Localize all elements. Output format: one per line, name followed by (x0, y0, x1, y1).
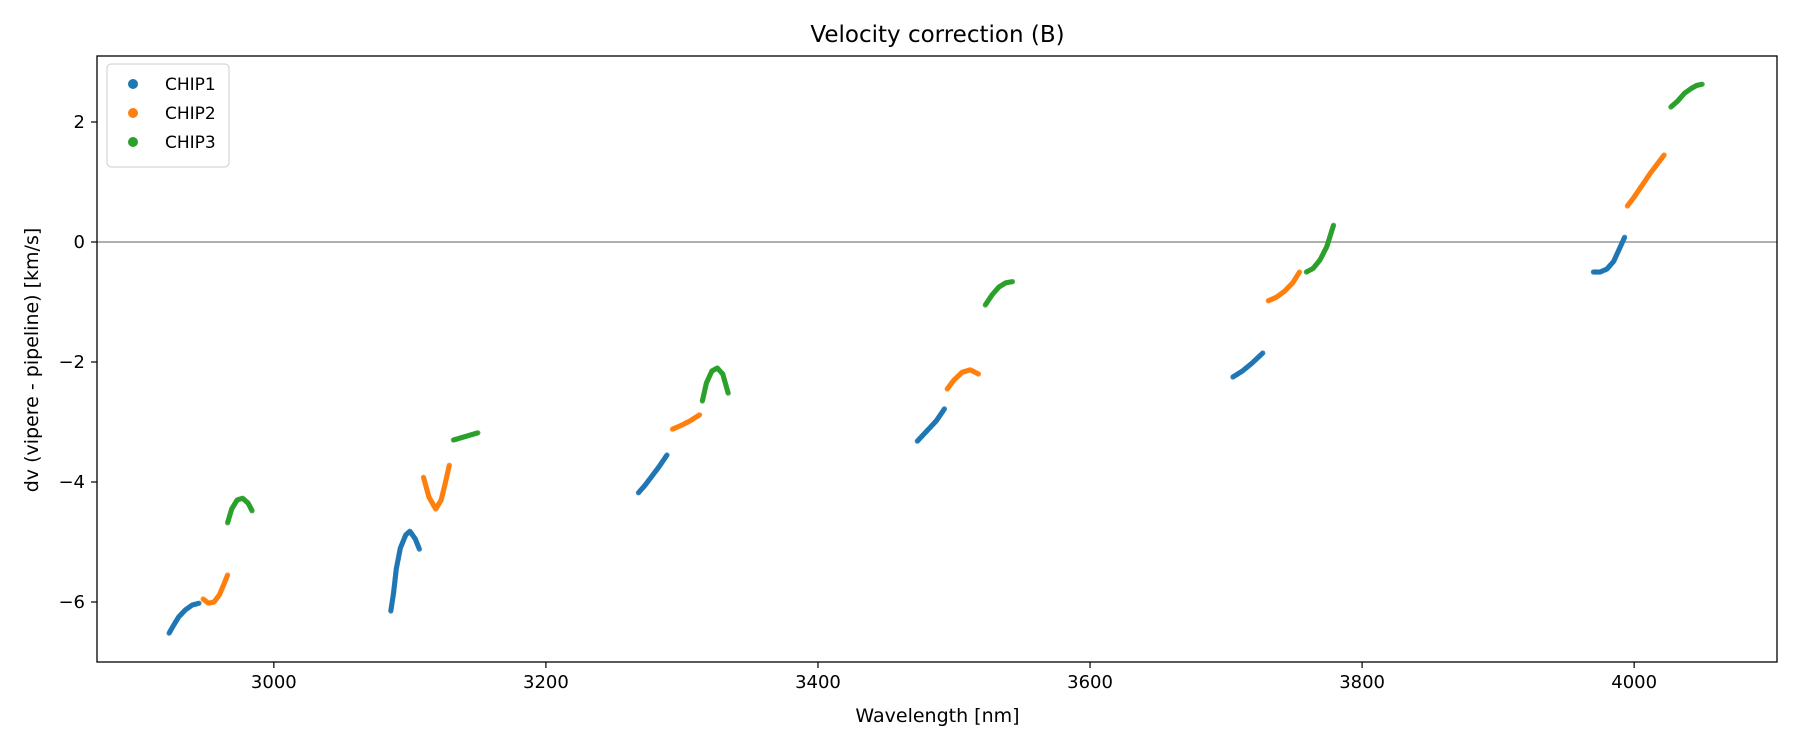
data-point (975, 371, 982, 377)
data-point (446, 462, 452, 468)
data-point (664, 452, 670, 458)
x-tick-label: 3000 (251, 672, 297, 693)
y-tick-label: 0 (74, 232, 85, 253)
legend-label: CHIP3 (165, 133, 216, 153)
series-chip1-segment (388, 528, 422, 614)
chart-title: Velocity correction (B) (810, 22, 1064, 48)
series-chip2-segment (420, 462, 452, 512)
x-tick-label: 3800 (1339, 672, 1385, 693)
data-point (1330, 222, 1337, 228)
plot-area: 3000 3200 3400 3600 3800 4000 −6 −4 −2 0 2 (58, 55, 1778, 693)
x-axis-title: Wavelength [nm] (855, 705, 1019, 727)
y-axis-title: dv (vipere - pipeline) [km/s] (21, 228, 43, 493)
x-tick-label: 3200 (523, 672, 569, 693)
data-point (416, 546, 422, 552)
legend: CHIP1 CHIP2 CHIP3 (106, 63, 230, 168)
y-tick-label: 2 (74, 112, 85, 133)
series-chip2-segment (1624, 152, 1667, 209)
y-tick-label: −2 (58, 352, 85, 373)
axes-frame (96, 55, 1778, 663)
series-chip1-segment (1230, 350, 1266, 380)
series-chip1-segment (1590, 234, 1628, 275)
data-point (475, 430, 481, 436)
data-point (249, 508, 255, 514)
x-tick-label: 3600 (1067, 672, 1113, 693)
legend-marker (128, 137, 138, 147)
x-tick-label: 4000 (1611, 672, 1657, 693)
data-point (1009, 279, 1016, 285)
data-point (224, 572, 231, 578)
series-chip3-segment (450, 430, 481, 443)
series-chip2 (200, 152, 1667, 606)
y-tick-label: −6 (58, 592, 85, 613)
y-tick-label: −4 (58, 472, 85, 493)
series-chip3-segment (224, 495, 255, 526)
series-chip3-segment (1303, 222, 1337, 275)
series-chip2-segment (669, 412, 703, 432)
data-point (1699, 81, 1705, 87)
x-tick-label: 3400 (795, 672, 841, 693)
data-point (725, 390, 731, 396)
data-point (196, 600, 202, 606)
series-chip2-segment (944, 367, 982, 392)
legend-marker (128, 108, 138, 118)
legend-marker (128, 79, 138, 89)
series-chip1-segment (166, 600, 202, 636)
series-chip1-segment (914, 406, 948, 444)
series-chip3-segment (1668, 81, 1705, 110)
data-point (697, 412, 703, 418)
series-chip3-segment (699, 365, 731, 404)
data-point (1661, 152, 1667, 158)
series-chip1 (166, 234, 1628, 636)
series-chip2-segment (200, 572, 231, 606)
series-chip1-segment (635, 452, 670, 496)
data-point (1260, 350, 1266, 356)
data-point (1622, 234, 1628, 240)
legend-label: CHIP1 (165, 75, 216, 95)
series-chip2-segment (1265, 269, 1303, 304)
series-chip3-segment (982, 279, 1016, 308)
data-point (1296, 269, 1303, 275)
series-chip3 (224, 81, 1705, 526)
data-point (941, 406, 948, 412)
legend-label: CHIP2 (165, 104, 216, 124)
